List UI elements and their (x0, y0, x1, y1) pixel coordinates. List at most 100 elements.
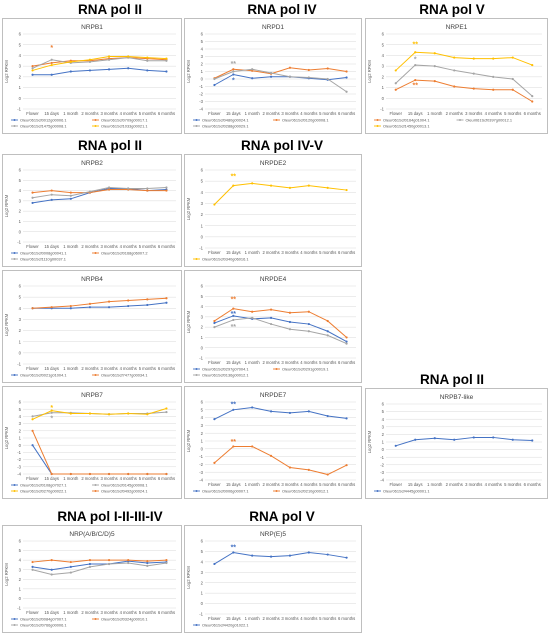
y-tick-label: -3 (199, 99, 203, 104)
y-tick-label: 4 (19, 414, 22, 419)
chart-nrpe5: NRP(E)5 -1 0 1 2 3 4 5 6 Log2 RPKM Flower 15 days 1 … (184, 525, 362, 633)
data-point (50, 73, 53, 76)
y-axis-label: Log2 RPKM (186, 197, 191, 220)
x-tick-label: 5 months (319, 360, 336, 365)
y-tick-label: 0 (382, 447, 385, 452)
data-point (394, 69, 397, 72)
y-tick-label: 0 (19, 596, 22, 601)
data-point (269, 71, 273, 75)
data-point (251, 310, 254, 313)
data-point (127, 55, 130, 58)
legend-marker (13, 490, 16, 492)
x-tick-label: 5 months (504, 111, 521, 116)
x-tick-label: 4 months (485, 111, 502, 116)
x-tick-label: 1 month (63, 366, 79, 371)
legend-label: Oleur061Scf0766g00006.1 (20, 623, 67, 628)
series-line (32, 408, 167, 420)
y-tick-label: 5 (19, 548, 22, 553)
x-tick-label: 4 months (300, 482, 317, 487)
data-point (31, 565, 34, 568)
data-point (345, 464, 348, 467)
legend-marker (13, 258, 16, 260)
x-tick-label: 6 months (524, 482, 541, 487)
legend-label: Oleur061Scf0006g00007.1 (202, 489, 249, 494)
y-axis-label: Log2 RPKM (4, 563, 9, 586)
y-tick-label: 3 (201, 201, 204, 206)
x-tick-label: 15 days (44, 244, 59, 249)
y-tick-label: 3 (382, 424, 385, 429)
data-point (345, 76, 348, 79)
chart-title: NRPE1 (446, 24, 468, 31)
y-tick-label: 4 (201, 190, 204, 195)
data-point (50, 573, 53, 576)
y-tick-label: -1 (199, 356, 203, 361)
section-label: RNA pol V (419, 2, 485, 17)
data-point (107, 188, 111, 191)
significance-marker: ** (231, 324, 237, 331)
data-point (50, 63, 53, 67)
section-label: RNA pol V (249, 509, 315, 524)
legend-marker (195, 368, 198, 370)
data-point (165, 407, 168, 410)
legend-label: Oleur061Scf1110g00037.1 (20, 257, 66, 262)
section-label: RNA pol II (78, 2, 142, 17)
y-tick-label: -3 (17, 464, 21, 469)
y-tick-label: 5 (201, 407, 204, 412)
x-tick-label: 5 months (139, 366, 156, 371)
chart-svg: NRPDE2 -1 0 1 2 3 4 5 6 Log2 RPKM Flower 15 days 1 m… (186, 160, 356, 262)
legend-label: Oleur061Scf0008g00041.1 (20, 251, 67, 256)
section-label: RNA pol IV (247, 2, 317, 17)
data-point (511, 438, 514, 441)
data-point (31, 560, 34, 564)
y-tick-label: 3 (19, 317, 22, 322)
legend-label: Oleur061Scf0709g00017.1 (101, 118, 148, 123)
x-tick-label: 5 months (319, 250, 336, 255)
y-tick-label: 2 (19, 74, 22, 79)
series-line (32, 560, 167, 571)
x-tick-label: 3 months (100, 610, 117, 615)
significance-marker: ** (413, 42, 419, 49)
x-tick-label: 2 months (262, 482, 279, 487)
data-point (251, 316, 254, 319)
y-tick-label: -1 (380, 107, 384, 112)
y-tick-label: 3 (19, 421, 22, 426)
chart-title: NRPB4 (81, 276, 103, 283)
data-point (146, 564, 149, 567)
y-tick-label: 0 (19, 443, 22, 448)
data-point (453, 69, 456, 72)
data-point (50, 472, 53, 476)
x-tick-label: 6 months (158, 111, 175, 116)
data-point (345, 336, 348, 339)
data-point (50, 306, 53, 309)
data-point (165, 186, 168, 189)
y-tick-label: 5 (382, 409, 385, 414)
data-point (69, 560, 72, 564)
data-point (269, 75, 273, 78)
chart-nrpde2: NRPDE2 -1 0 1 2 3 4 5 6 Log2 RPKM Flower 15 days 1 m… (184, 154, 362, 267)
y-tick-label: 3 (19, 198, 22, 203)
data-point (307, 322, 310, 326)
data-point (127, 472, 130, 476)
significance-marker: * (414, 57, 417, 64)
data-point (107, 68, 111, 71)
x-tick-label: 4 months (120, 111, 137, 116)
data-point (433, 65, 436, 68)
data-point (394, 88, 397, 91)
x-tick-label: 6 months (158, 476, 175, 481)
x-tick-label: 2 months (446, 111, 463, 116)
data-point (531, 100, 534, 103)
x-tick-label: 1 month (245, 250, 261, 255)
data-point (345, 417, 348, 420)
x-tick-label: Flower (208, 482, 221, 487)
legend-label: Oleur061Scf0164g01004.1 (383, 118, 430, 123)
legend-label: Oleur061Scf0136g00012.1 (202, 373, 249, 378)
chart-svg: NRPDE4 -1 0 1 2 3 4 5 6 Log2 RPKM Flower 15 days 1 m… (186, 276, 356, 378)
data-point (88, 472, 92, 476)
data-point (127, 561, 130, 565)
y-tick-label: 1 (201, 439, 204, 444)
chart-nrpde4: NRPDE4 -1 0 1 2 3 4 5 6 Log2 RPKM Flower 15 days 1 m… (184, 270, 362, 383)
data-point (146, 56, 149, 59)
x-tick-label: 3 months (100, 244, 117, 249)
x-tick-label: 2 months (262, 616, 279, 621)
y-tick-label: 3 (19, 64, 22, 69)
